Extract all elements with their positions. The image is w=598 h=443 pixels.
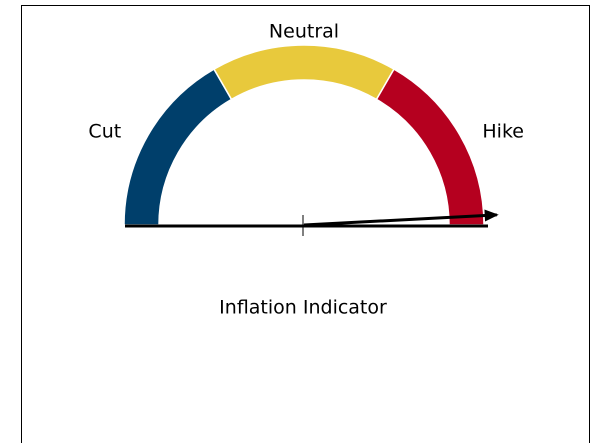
segment-label: Hike <box>482 120 524 142</box>
chart-title: Inflation Indicator <box>219 297 387 319</box>
segment-label: Neutral <box>269 21 339 43</box>
needle-head <box>484 209 499 222</box>
segment-label: Cut <box>88 120 121 142</box>
needle <box>303 213 497 227</box>
